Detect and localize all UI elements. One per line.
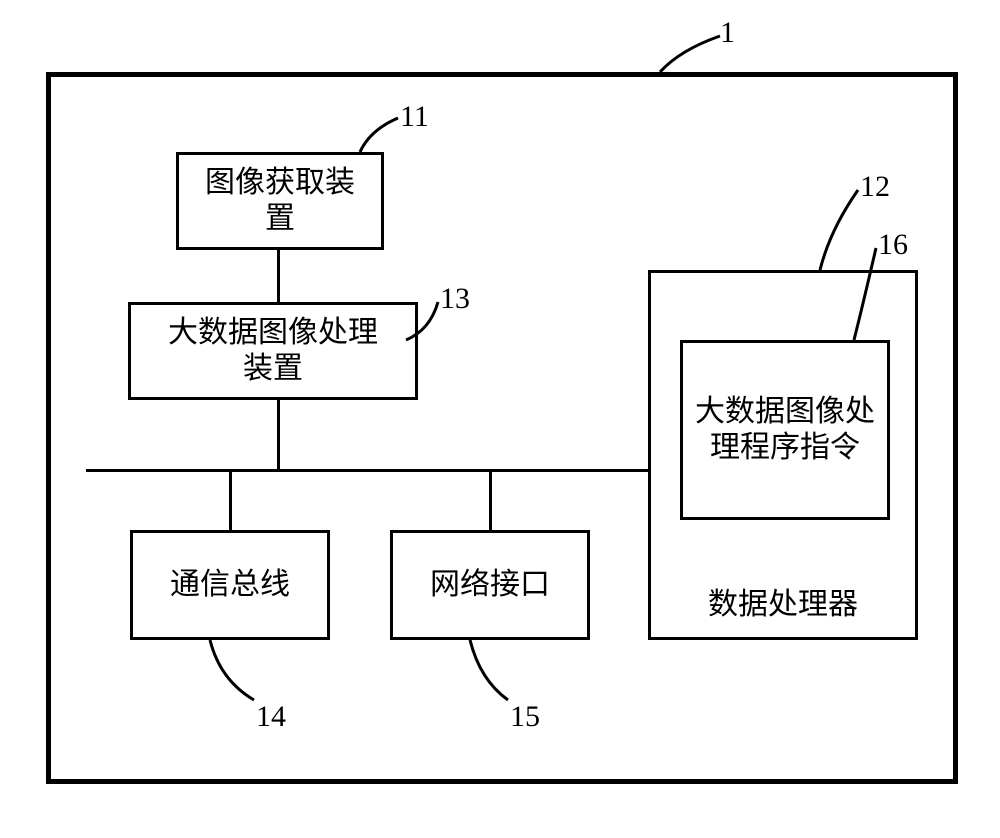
ref-label-13: 13 (440, 282, 470, 316)
connector-bus-15 (489, 470, 492, 530)
connector-bus-14 (229, 470, 232, 530)
diagram-canvas: 图像获取装置 大数据图像处理装置 通信总线 网络接口 数据处理器 大数据图像处理… (0, 0, 1000, 838)
node-11-text: 图像获取装置 (199, 163, 361, 239)
connector-11-13 (277, 250, 280, 302)
node-program-instructions: 大数据图像处理程序指令 (680, 340, 890, 520)
ref-label-15: 15 (510, 700, 540, 734)
connector-13-bus (277, 400, 280, 470)
ref-label-12: 12 (860, 170, 890, 204)
ref-label-16: 16 (878, 228, 908, 262)
node-16-text: 大数据图像处理程序指令 (689, 392, 881, 468)
ref-label-1: 1 (720, 16, 735, 50)
node-image-acquisition: 图像获取装置 (176, 152, 384, 250)
node-big-data-image-processing: 大数据图像处理装置 (128, 302, 418, 400)
ref-label-11: 11 (400, 100, 429, 134)
node-network-interface: 网络接口 (390, 530, 590, 640)
node-12-text: 数据处理器 (702, 585, 864, 625)
connector-bus (86, 469, 648, 472)
node-15-text: 网络接口 (424, 565, 556, 605)
ref-label-14: 14 (256, 700, 286, 734)
node-communication-bus: 通信总线 (130, 530, 330, 640)
node-14-text: 通信总线 (164, 565, 296, 605)
node-13-text: 大数据图像处理装置 (162, 313, 384, 389)
